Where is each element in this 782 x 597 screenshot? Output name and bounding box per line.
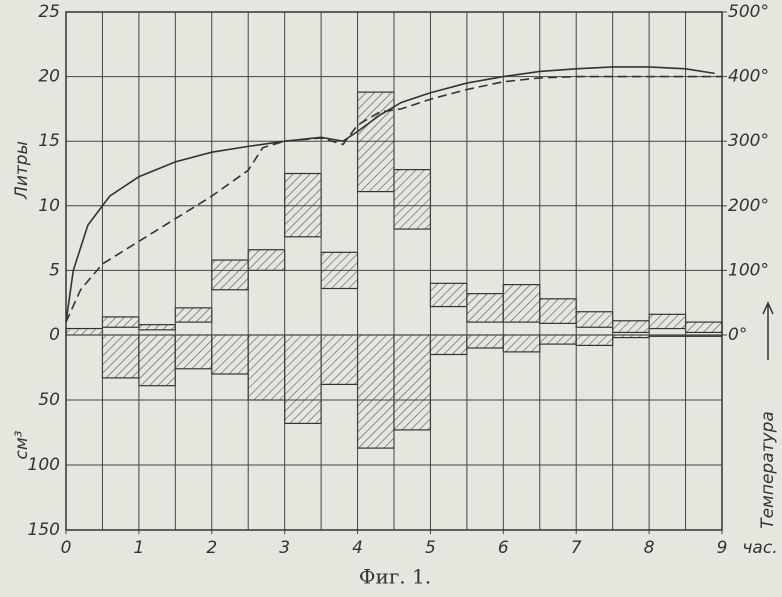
y-tick-label: 20: [38, 67, 60, 87]
bar: [101, 334, 140, 379]
y2-tick-label: 100°: [728, 260, 769, 280]
y-tick-label: 0: [49, 325, 60, 345]
x-tick-label: 7: [571, 538, 582, 558]
range-bar: [284, 172, 322, 238]
range-bar: [211, 259, 249, 291]
range-bar: [174, 307, 213, 323]
y2-axis-label: Температура: [758, 411, 778, 529]
bar: [429, 334, 468, 356]
range-bar: [356, 91, 395, 193]
y-tick-label: 25: [38, 2, 60, 22]
range-bar: [684, 321, 723, 334]
x-tick-label: 8: [644, 538, 655, 558]
y-tick-label: 150: [28, 520, 60, 540]
y2-tick-label: 300°: [728, 131, 769, 151]
y-tick-label: 10: [38, 196, 60, 216]
x-tick-label: 1: [133, 538, 144, 558]
range-bar: [466, 293, 504, 323]
bar: [138, 334, 176, 387]
y2-tick-label: 500°: [728, 2, 769, 22]
y-axis-label: см³: [12, 430, 32, 459]
y-axis-label: Литры: [12, 141, 32, 200]
y2-tick-label: 200°: [728, 196, 769, 216]
bar: [539, 334, 577, 345]
x-tick-label: 2: [206, 538, 217, 558]
bar: [284, 334, 322, 425]
bar: [247, 334, 286, 401]
y-tick-label: 50: [38, 390, 60, 410]
bar: [211, 334, 249, 375]
y-tick-label: 100: [28, 455, 60, 475]
y2-tick-label: 0°: [728, 325, 747, 345]
y-tick-label: 15: [38, 131, 60, 151]
x-axis-label: час.: [742, 538, 777, 558]
range-bar: [65, 327, 104, 336]
arrow: [762, 301, 774, 360]
x-tick-label: 4: [352, 538, 363, 558]
bar: [356, 334, 395, 449]
bar: [502, 334, 541, 353]
range-bar: [101, 316, 140, 328]
range-bar: [247, 249, 286, 271]
range-bar: [539, 298, 577, 324]
range-bar: [502, 284, 541, 323]
range-bar: [138, 324, 176, 331]
range-bar: [648, 313, 687, 330]
x-tick-label: 5: [425, 538, 436, 558]
plot-frame: [65, 11, 723, 531]
x-tick-label: 9: [717, 538, 728, 558]
x-tick-label: 6: [498, 538, 509, 558]
y-tick-label: 5: [49, 260, 60, 280]
range-bar: [393, 169, 432, 230]
range-bar: [612, 320, 650, 334]
bar: [320, 334, 359, 386]
bar: [174, 334, 213, 370]
range-bar: [429, 282, 468, 308]
y2-tick-label: 400°: [728, 67, 769, 87]
x-tick-label: 3: [279, 538, 290, 558]
range-bar: [575, 311, 614, 328]
temperature-line: [65, 66, 715, 323]
bar: [575, 334, 614, 346]
bar: [466, 334, 504, 349]
x-tick-label: 0: [61, 538, 72, 558]
caption: Фиг. 1.: [359, 565, 431, 589]
temperature-line: [65, 75, 722, 323]
bar: [393, 334, 432, 431]
